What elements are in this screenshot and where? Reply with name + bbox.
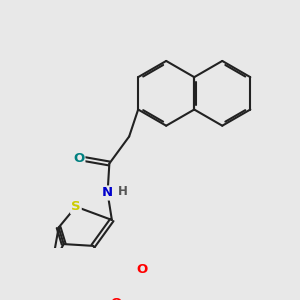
Text: S: S [71, 200, 81, 213]
Text: H: H [118, 185, 128, 198]
Text: N: N [102, 187, 113, 200]
Text: O: O [137, 263, 148, 276]
Text: O: O [110, 297, 122, 300]
Text: O: O [73, 152, 84, 165]
